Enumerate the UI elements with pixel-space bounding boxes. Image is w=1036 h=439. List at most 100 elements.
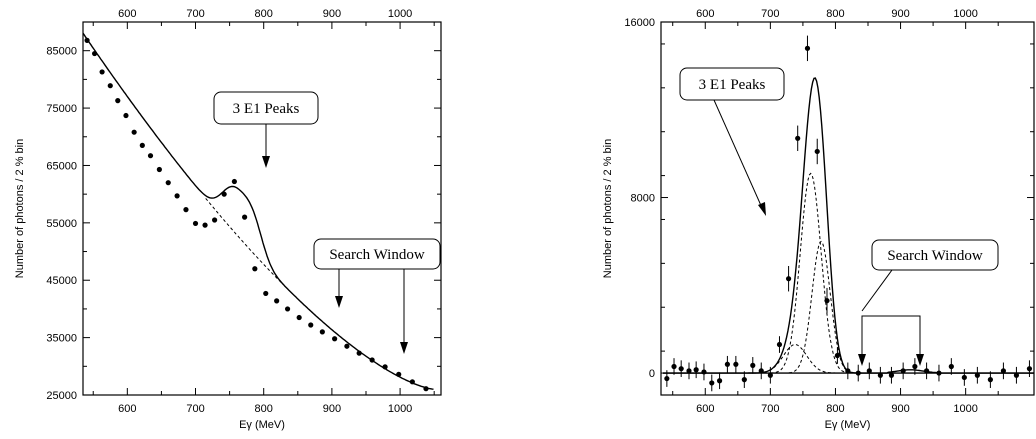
annotation-window-arrowhead-1 <box>858 354 866 366</box>
x-tick-label: 900 <box>891 403 909 415</box>
top-x-tick-label: 800 <box>826 8 844 20</box>
data-point <box>165 180 171 186</box>
data-point <box>174 193 180 199</box>
y-tick-label: 35000 <box>46 333 77 345</box>
data-point <box>84 37 90 43</box>
data-point <box>866 368 872 374</box>
component-curve-3 <box>763 343 836 374</box>
data-point <box>192 220 199 227</box>
data-point <box>974 372 980 378</box>
data-point <box>776 341 783 348</box>
data-point <box>284 306 291 312</box>
y-axis-label: Number of photons / 2 % bin <box>14 139 26 278</box>
annotation-window-bracket <box>861 315 921 358</box>
data-point <box>948 363 954 370</box>
data-point <box>716 378 723 384</box>
data-point <box>961 374 967 381</box>
data-point <box>344 343 350 349</box>
data-point <box>242 214 248 220</box>
data-point <box>252 266 258 272</box>
data-point <box>936 370 942 376</box>
top-x-tick-label: 900 <box>323 8 341 20</box>
annotation-window-arrowhead-2 <box>400 342 408 354</box>
data-point <box>1013 372 1020 378</box>
y-tick-label: 25000 <box>46 390 77 402</box>
data-point <box>274 298 280 304</box>
annotation-window-arrowhead-1 <box>335 296 343 308</box>
data-point <box>91 50 98 57</box>
data-point <box>814 148 820 155</box>
data-point <box>855 370 861 376</box>
data-point <box>131 129 137 135</box>
annotation-box-peaks <box>679 67 785 101</box>
data-point <box>212 217 218 223</box>
data-point <box>709 380 715 386</box>
data-point <box>693 367 699 373</box>
data-point <box>319 329 325 335</box>
top-x-tick-label: 900 <box>891 8 909 20</box>
data-point <box>804 45 811 51</box>
data-point <box>1000 368 1007 374</box>
y-tick-label: 8000 <box>631 193 655 205</box>
data-point <box>701 369 707 375</box>
data-point <box>356 350 362 356</box>
left-chart: 600 700 800 900 1000 600 700 800 900 1000 25000 350… <box>14 8 442 431</box>
data-point <box>147 153 154 159</box>
data-point <box>107 83 113 89</box>
right-chart: 600 700 800 900 1000 600 700 800 900 1000 0 8000 160… <box>602 8 1035 431</box>
data-point <box>202 222 208 228</box>
data-point <box>221 191 227 197</box>
data-point <box>845 368 851 374</box>
data-point <box>671 363 677 370</box>
annotation-window-arrowhead-2 <box>916 354 924 366</box>
data-point <box>678 366 684 372</box>
data-point <box>724 361 730 367</box>
y-tick-label: 0 <box>649 368 655 380</box>
data-point <box>900 368 906 374</box>
data-point <box>664 375 670 382</box>
data-point <box>733 361 739 367</box>
x-tick-label: 800 <box>826 403 844 415</box>
data-point <box>423 386 429 392</box>
top-x-tick-label: 700 <box>761 8 779 20</box>
top-x-tick-label: 600 <box>118 8 136 20</box>
annotation-window-text: Search Window <box>329 247 425 263</box>
y-tick-label: 65000 <box>46 160 77 172</box>
data-point <box>382 364 388 370</box>
x-tick-label: 600 <box>118 403 136 415</box>
data-point <box>795 135 801 141</box>
x-tick-label: 600 <box>696 403 714 415</box>
x-tick-label: 900 <box>323 403 341 415</box>
y-tick-label: 16000 <box>624 17 655 29</box>
x-tick-label: 700 <box>186 403 204 415</box>
data-point <box>824 298 830 304</box>
data-point <box>987 377 993 383</box>
annotation-peaks-text: 3 E1 Peaks <box>699 77 766 93</box>
data-point <box>758 368 764 374</box>
x-axis-label: Eγ (MeV) <box>239 419 285 431</box>
data-point <box>99 69 105 75</box>
annotation-peaks-text: 3 E1 Peaks <box>233 101 300 117</box>
data-point <box>115 98 121 104</box>
y-tick-label: 45000 <box>46 275 77 287</box>
data-point <box>767 372 773 378</box>
fit-curve <box>82 32 434 390</box>
component-curve-1 <box>770 172 855 374</box>
data-point <box>308 322 314 328</box>
data-point <box>183 207 189 213</box>
annotation-box-window <box>871 239 999 271</box>
data-point <box>877 372 883 378</box>
top-x-tick-label: 1000 <box>388 8 412 20</box>
annotation-peaks-arrowhead <box>758 202 766 216</box>
data-point <box>912 363 918 370</box>
data-point <box>686 368 692 374</box>
data-point <box>332 336 338 342</box>
top-x-tick-label: 600 <box>696 8 714 20</box>
top-x-tick-label: 800 <box>255 8 273 20</box>
data-point <box>741 377 747 383</box>
annotation-peaks-arrow <box>713 99 764 211</box>
data-point <box>296 314 302 321</box>
data-point <box>923 368 930 374</box>
x-tick-label: 800 <box>255 403 273 415</box>
